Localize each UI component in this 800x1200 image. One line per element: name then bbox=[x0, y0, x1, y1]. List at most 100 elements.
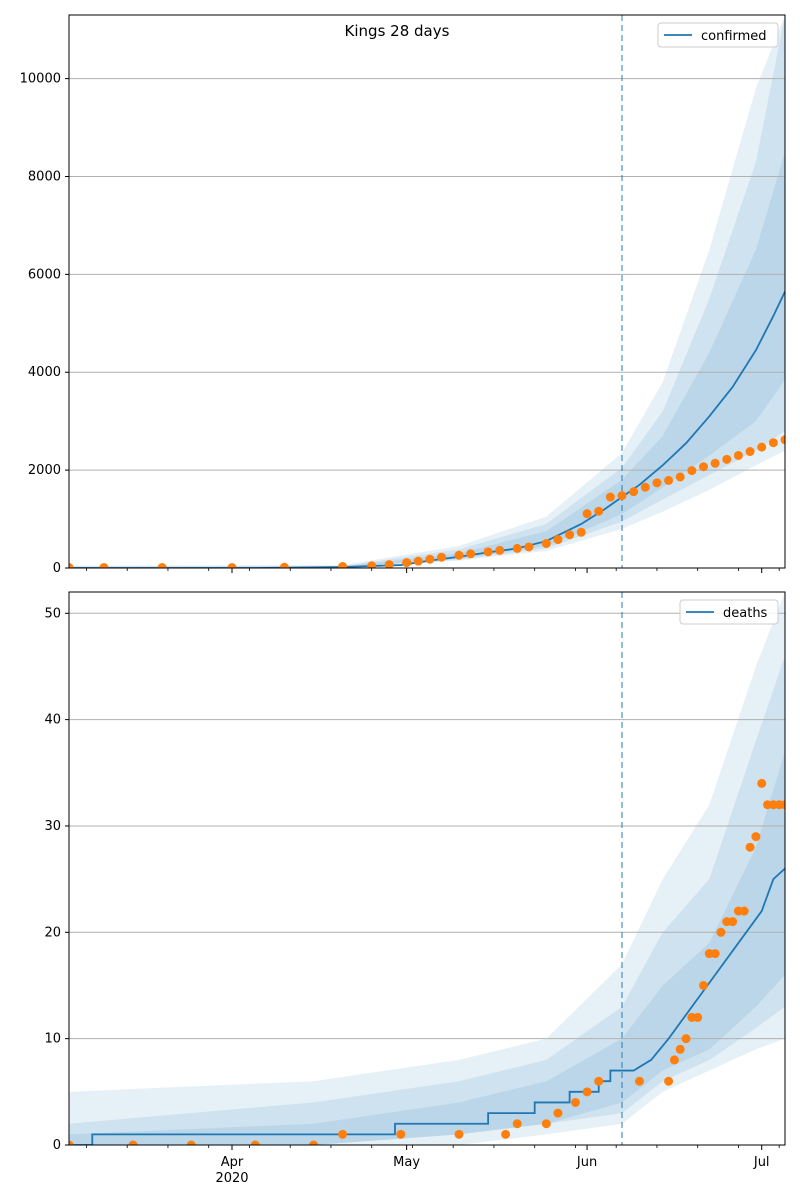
observed-point bbox=[757, 778, 767, 788]
observed-point bbox=[640, 482, 650, 492]
x-tick-label: Jul bbox=[753, 1155, 770, 1170]
observed-points bbox=[69, 435, 785, 568]
observed-point bbox=[664, 475, 674, 485]
observed-point bbox=[512, 543, 522, 553]
y-tick-label: 20 bbox=[44, 925, 61, 940]
y-tick-label: 2000 bbox=[28, 463, 61, 478]
observed-point bbox=[675, 472, 685, 482]
observed-point bbox=[768, 438, 778, 448]
confirmed-panel: 0 2000 4000 6000 8000 10000 confirmed bbox=[20, 14, 786, 576]
observed-point bbox=[541, 1119, 551, 1129]
x-tick-label: May bbox=[393, 1155, 420, 1170]
legend-label: deaths bbox=[723, 606, 768, 621]
observed-point bbox=[495, 545, 505, 555]
observed-point bbox=[99, 563, 109, 568]
y-tick-label: 0 bbox=[53, 561, 61, 576]
y-tick-label: 6000 bbox=[28, 267, 61, 282]
observed-point bbox=[308, 1140, 318, 1145]
observed-point bbox=[582, 509, 592, 519]
observed-point bbox=[780, 435, 785, 445]
observed-point bbox=[681, 1034, 691, 1044]
observed-point bbox=[384, 560, 394, 568]
observed-point bbox=[733, 450, 743, 460]
observed-point bbox=[629, 487, 639, 497]
observed-point bbox=[594, 1076, 604, 1086]
uncertainty-bands bbox=[69, 15, 785, 568]
observed-point bbox=[664, 1076, 674, 1086]
observed-point bbox=[582, 1087, 592, 1097]
observed-point bbox=[541, 539, 551, 549]
observed-point bbox=[722, 454, 732, 464]
observed-point bbox=[512, 1119, 522, 1129]
observed-point bbox=[437, 552, 447, 562]
band-1 bbox=[69, 15, 785, 568]
observed-point bbox=[652, 478, 662, 488]
observed-point bbox=[675, 1044, 685, 1054]
observed-point bbox=[402, 558, 412, 568]
x-tick-label: Jun bbox=[576, 1155, 597, 1170]
observed-point bbox=[69, 563, 74, 568]
observed-point bbox=[576, 527, 586, 537]
uncertainty-bands bbox=[69, 592, 785, 1145]
observed-point bbox=[483, 547, 493, 557]
observed-point bbox=[570, 1097, 580, 1107]
band-1 bbox=[69, 655, 785, 1145]
observed-point bbox=[553, 1108, 563, 1118]
observed-point bbox=[338, 1129, 348, 1139]
axes-frame bbox=[68, 14, 786, 569]
observed-point bbox=[396, 1129, 406, 1139]
observed-point bbox=[605, 492, 615, 502]
observed-point bbox=[745, 447, 755, 457]
x-tick-sublabel: 2020 bbox=[215, 1171, 248, 1186]
x-tick-label: Apr bbox=[221, 1155, 244, 1170]
observed-point bbox=[454, 1129, 464, 1139]
y-tick-label: 4000 bbox=[28, 365, 61, 380]
observed-point bbox=[413, 556, 423, 566]
y-tick-label: 10 bbox=[44, 1032, 61, 1047]
y-tick-label: 0 bbox=[53, 1138, 61, 1153]
observed-point bbox=[699, 462, 709, 472]
observed-point bbox=[279, 562, 289, 568]
observed-point bbox=[780, 800, 785, 810]
observed-point bbox=[634, 1076, 644, 1086]
observed-point bbox=[745, 842, 755, 852]
observed-point bbox=[367, 561, 377, 568]
observed-point bbox=[128, 1140, 138, 1145]
observed-point bbox=[501, 1129, 511, 1139]
observed-point bbox=[425, 554, 435, 564]
observed-point bbox=[699, 980, 709, 990]
observed-points bbox=[69, 778, 785, 1145]
legend-box bbox=[679, 599, 779, 625]
observed-point bbox=[617, 491, 627, 501]
y-tick-label: 8000 bbox=[28, 169, 61, 184]
band-0 bbox=[69, 592, 785, 1145]
observed-point bbox=[553, 535, 563, 545]
chart-title: Kings 28 days bbox=[345, 22, 450, 40]
observed-point bbox=[716, 927, 726, 937]
observed-point bbox=[687, 466, 697, 476]
observed-point bbox=[565, 530, 575, 540]
y-tick-label: 40 bbox=[44, 713, 61, 728]
axes-frame bbox=[68, 591, 786, 1146]
observed-point bbox=[466, 549, 476, 559]
legend-label: confirmed bbox=[701, 29, 767, 44]
legend-box bbox=[657, 22, 779, 48]
observed-point bbox=[186, 1140, 196, 1145]
observed-point bbox=[250, 1140, 260, 1145]
observed-point bbox=[69, 1140, 74, 1145]
y-tick-label: 10000 bbox=[20, 72, 61, 87]
observed-point bbox=[157, 563, 167, 568]
observed-point bbox=[693, 1012, 703, 1022]
observed-point bbox=[751, 832, 761, 842]
observed-point bbox=[227, 563, 237, 568]
observed-point bbox=[710, 458, 720, 468]
observed-point bbox=[454, 550, 464, 560]
observed-point bbox=[669, 1055, 679, 1065]
observed-point bbox=[338, 562, 348, 568]
y-tick-label: 30 bbox=[44, 819, 61, 834]
observed-point bbox=[710, 949, 720, 959]
y-tick-label: 50 bbox=[44, 606, 61, 621]
observed-point bbox=[739, 906, 749, 916]
